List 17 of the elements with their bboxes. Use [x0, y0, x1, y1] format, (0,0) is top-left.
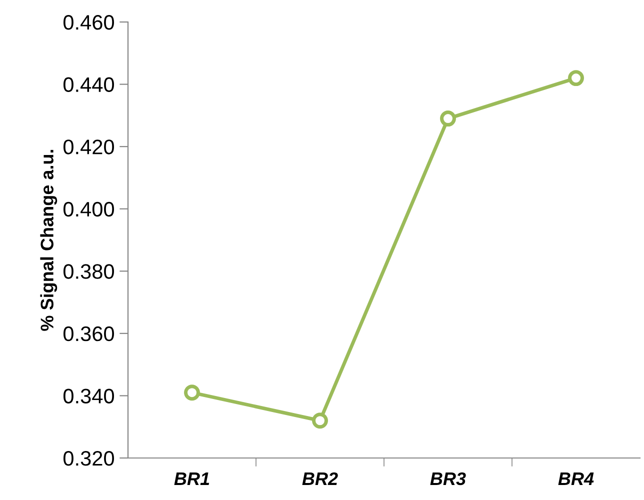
point: [568, 70, 584, 86]
x-tick-label: BR4: [558, 472, 594, 485]
x-tick-label: BR3: [430, 472, 466, 486]
point: [440, 110, 456, 127]
y-tick-label: 0.340: [63, 388, 114, 404]
y-axis-title: % Signal Change a.u.: [40, 150, 58, 331]
y-tick-label: 0.400: [63, 202, 114, 217]
point: [184, 384, 200, 401]
y-tick-label: 0.380: [63, 264, 114, 279]
point: [312, 412, 328, 429]
y-tick-label: 0.420: [63, 140, 114, 154]
y-tick-label: 0.320: [63, 451, 114, 466]
y-tick-label: 0.440: [63, 77, 114, 92]
x-tick-label: BR1: [174, 472, 210, 485]
y-tick-label: 0.360: [63, 326, 114, 342]
x-tick-label: BR2: [302, 472, 338, 485]
y-tick-label: 0.460: [63, 15, 114, 30]
